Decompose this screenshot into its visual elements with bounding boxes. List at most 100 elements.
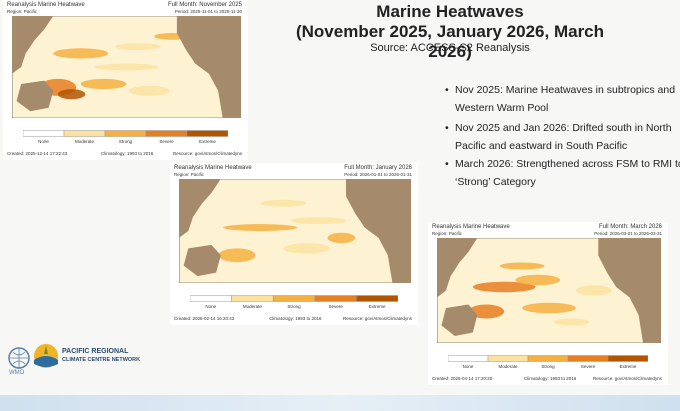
climatology: Climatology: 1993 to 2016 xyxy=(524,376,577,381)
source: Source: ACCESS-S2 Reanalysis xyxy=(370,42,530,54)
heatwave-area xyxy=(80,78,127,90)
bullet: Nov 2025 and Jan 2026: Drifted south in … xyxy=(445,119,680,155)
legend-swatch xyxy=(314,295,357,302)
land xyxy=(598,238,661,343)
legend-label: Extreme xyxy=(199,139,216,144)
map-month: Full Month: November 2025 xyxy=(167,2,242,8)
land xyxy=(12,16,54,74)
map-panel: Reanalysis Marine Heatwave Region: Pacifi… xyxy=(428,222,668,385)
climatology: Climatology: 1993 to 2016 xyxy=(269,316,322,321)
legend-bar xyxy=(448,355,648,362)
land xyxy=(346,179,411,283)
map-month: Full Month: March 2026 xyxy=(598,224,662,230)
heatwave-area xyxy=(115,43,161,50)
legend-bar xyxy=(23,130,228,137)
heatwave-area xyxy=(128,85,171,96)
legend-swatch xyxy=(487,355,529,362)
map-region: Region: Pacific xyxy=(174,172,205,177)
legend-label: Strong xyxy=(541,364,555,369)
legend-label: Strong xyxy=(118,139,133,144)
land xyxy=(437,238,478,298)
legend-swatch xyxy=(63,130,106,137)
map xyxy=(179,179,411,283)
heatwave-area xyxy=(57,89,86,100)
land xyxy=(183,244,221,277)
slide-title: Marine Heatwaves xyxy=(376,2,524,21)
heatwave-area xyxy=(218,248,256,263)
land xyxy=(176,16,241,118)
map-title: Reanalysis Marine Heatwave xyxy=(174,165,252,171)
heatwave-area xyxy=(94,63,159,71)
map-region: Region: Pacific xyxy=(7,9,38,14)
legend-swatch xyxy=(231,295,274,302)
heatwave-area xyxy=(260,199,307,207)
map-region: Region: Pacific xyxy=(432,231,463,236)
legend-label: Extreme xyxy=(619,364,637,369)
legend-label: Moderate xyxy=(242,304,262,309)
map xyxy=(12,16,241,118)
legend-label: Moderate xyxy=(498,364,518,369)
heatwave-area xyxy=(575,285,612,296)
map-period: Period: 2026-01-01 to 2026-01-31 xyxy=(344,172,412,177)
heatwave-area xyxy=(553,318,590,326)
resource: Resource: gov/Atmos/Climatedyns xyxy=(592,376,662,381)
slide-subtitle: (November 2025, January 2026, March 2026… xyxy=(295,22,605,61)
heatwave-area xyxy=(468,304,505,319)
heatwave-area xyxy=(472,281,536,293)
bullet: Nov 2025: Marine Heatwaves in subtropics… xyxy=(445,81,680,117)
legend-swatch xyxy=(607,355,648,362)
heatwave-area xyxy=(327,232,356,244)
map-title: Reanalysis Marine Heatwave xyxy=(432,224,510,230)
legend-swatch xyxy=(145,130,188,137)
heatwave-area xyxy=(283,243,330,254)
prcc-logo xyxy=(34,344,58,368)
legend-label: Strong xyxy=(287,304,301,309)
prcc-label: CLIMATE CENTRE NETWORK xyxy=(62,357,141,363)
legend-swatch xyxy=(23,130,65,137)
wmo-label: WMO xyxy=(9,370,25,376)
map-panel: Reanalysis Marine Heatwave Region: Pacifi… xyxy=(3,0,248,160)
legend-label: Moderate xyxy=(74,139,94,144)
created: Created: 2025-12-14 17:22:43 xyxy=(7,151,68,156)
map-panel: Reanalysis Marine Heatwave Region: Pacifi… xyxy=(170,163,418,325)
heatwave-area xyxy=(223,224,298,231)
legend-swatch xyxy=(527,355,569,362)
heatwave-area xyxy=(522,302,576,314)
map-period: Period: 2025-11-01 to 2025-11-30 xyxy=(174,9,242,14)
land xyxy=(16,80,54,112)
legend-swatch xyxy=(272,295,316,302)
map-period: Period: 2026-03-01 to 2026-03-31 xyxy=(594,231,662,236)
land xyxy=(441,304,478,336)
legend-label: None xyxy=(462,364,474,369)
created: Created: 2026-02-14 16:20:43 xyxy=(174,316,235,321)
resource: Resource: gov/Atmos/Climatedyns xyxy=(342,316,412,321)
legend-swatch xyxy=(186,130,228,137)
legend-swatch xyxy=(448,355,489,362)
created: Created: 2026-04-14 17:20:20 xyxy=(432,376,493,381)
legend-swatch xyxy=(190,295,232,302)
map-title: Reanalysis Marine Heatwave xyxy=(7,2,85,8)
bullet: March 2026: Strengthened across FSM to R… xyxy=(445,155,680,191)
map xyxy=(437,238,661,343)
legend-swatch xyxy=(567,355,609,362)
bottom-strip xyxy=(0,395,680,411)
heatwave-area xyxy=(515,274,561,286)
heatwave-area xyxy=(53,48,109,59)
wmo-logo xyxy=(8,347,30,369)
climatology: Climatology: 1993 to 2016 xyxy=(101,151,154,156)
heatwave-area xyxy=(499,262,545,270)
map-month: Full Month: January 2026 xyxy=(344,165,412,171)
legend-swatch xyxy=(104,130,147,137)
legend-label: None xyxy=(38,139,49,144)
legend-swatch xyxy=(356,295,398,302)
legend-label: Severe xyxy=(159,139,174,144)
legend-bar xyxy=(190,295,398,302)
legend-label: None xyxy=(205,304,217,309)
resource: Resource: gov/Atmos/Climatedyns xyxy=(172,151,242,156)
legend-label: Severe xyxy=(580,364,596,369)
legend-label: Extreme xyxy=(368,304,386,309)
legend-label: Severe xyxy=(328,304,343,309)
heatwave-area xyxy=(290,217,347,225)
land xyxy=(179,179,221,238)
